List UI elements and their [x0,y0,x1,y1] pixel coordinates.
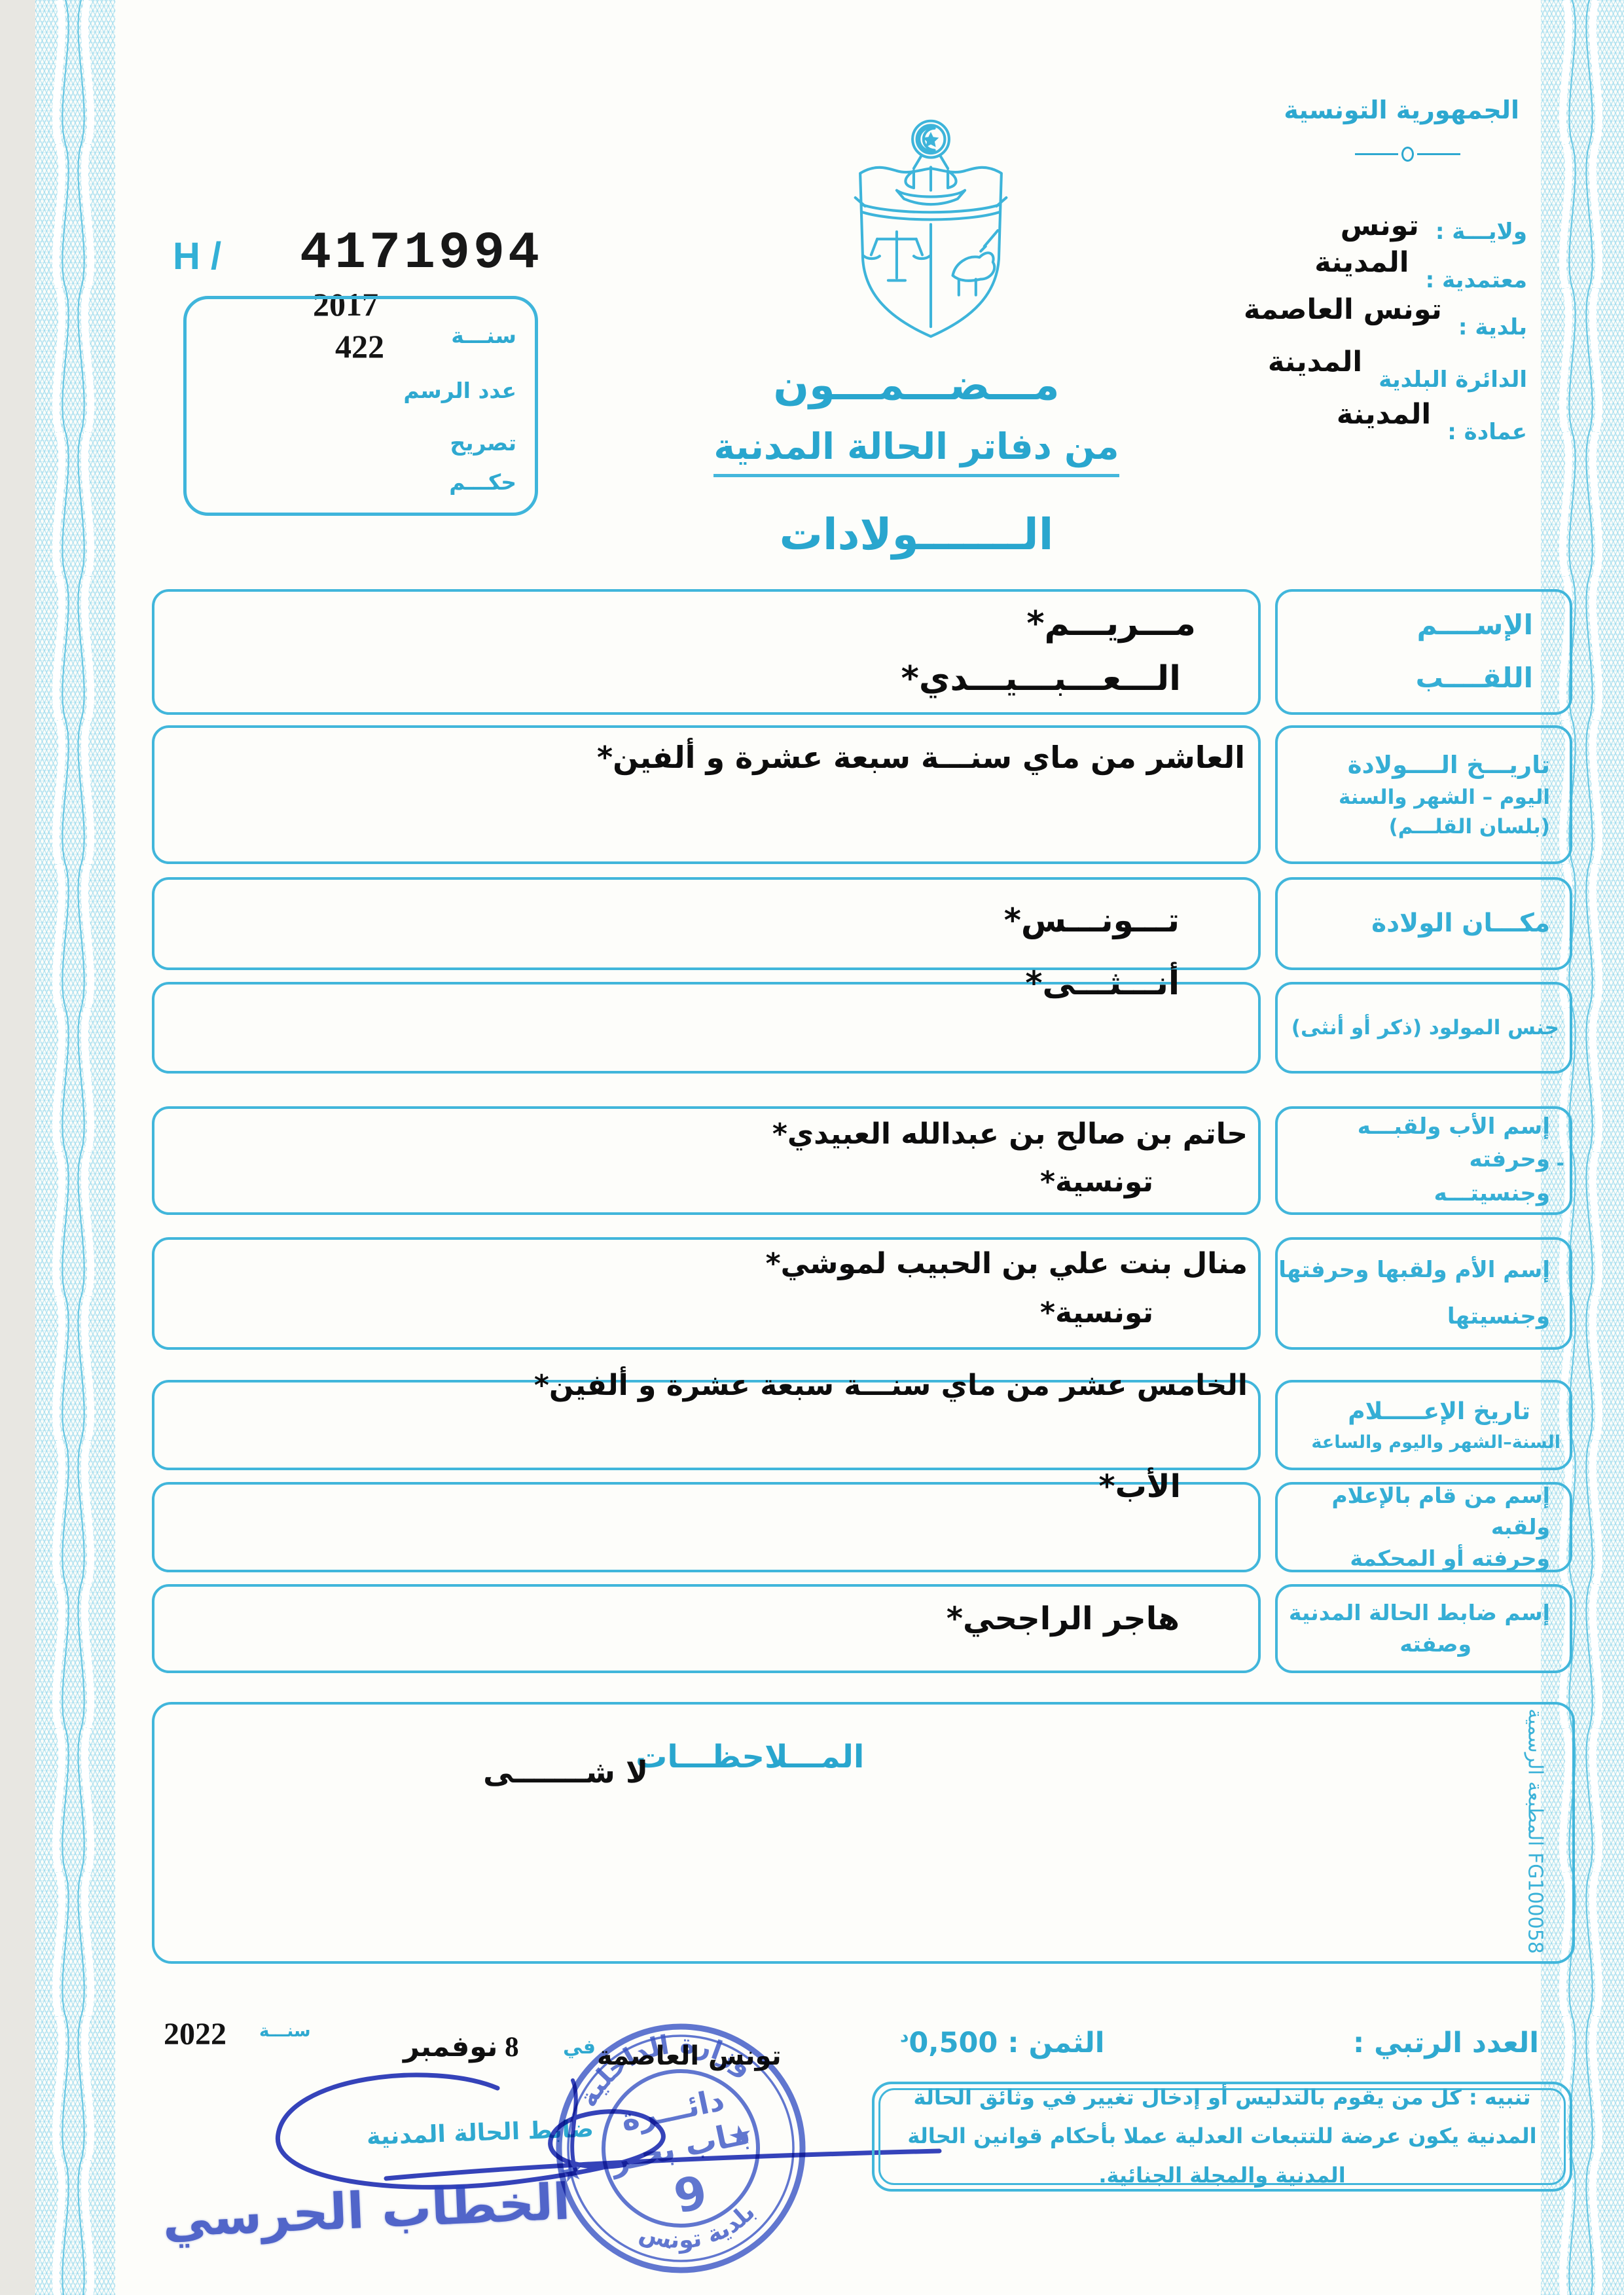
admin-line-delegation: معتمدية : المدينة [1314,246,1527,295]
remarks-title: المـــلاحظـــات [636,1739,865,1775]
remarks-box: المـــلاحظـــات لا شـــــــى [152,1702,1575,1964]
notification-date-label-box: تاريخ الإعـــــلام السنة–الشهر واليوم وا… [1275,1380,1572,1470]
ordinal-number-label: العدد الرتبي : [1352,2027,1539,2059]
father-name-value: حاتم بن صالح بن عبدالله العبيدي* [772,1117,1248,1151]
births-title: الـــــــولادات [779,509,1054,560]
birthdate-value-box: العاشر من ماي سنـــة سبعة عشرة و ألفين* [152,725,1261,864]
officer-name-value: هاجر الراجحي* [946,1600,1180,1637]
field-row-officer: هاجر الراجحي* إسم ضابط الحالة المدنية وص… [152,1584,1572,1673]
reference-prefix: H / [173,235,222,278]
field-row-birthdate: العاشر من ماي سنـــة سبعة عشرة و ألفين* … [152,725,1572,864]
admin-line-municipality: بلدية : تونس العاصمة [1244,293,1527,342]
informant-label-box: إسم من قام بالإعلام ولقبه وحرفته أو المح… [1275,1482,1572,1572]
district-label: الدائرة البلدية [1379,367,1527,393]
father-nationality-value: تونسية* [1039,1165,1153,1199]
admin-line-district: الدائرة البلدية المدينة [1268,346,1527,394]
first-name-value: مـــريـــم* [1026,604,1196,644]
field-row-mother: منال بنت علي بن الحبيب لموشي* تونسية* إس… [152,1237,1572,1350]
ornament-divider-icon [1355,147,1460,162]
informant-value-box: الأب* [152,1468,1261,1572]
reference-box: سنـــة عدد الرسم تصريح حكـــم [183,296,538,516]
birthdate-value: العاشر من ماي سنـــة سبعة عشرة و ألفين* [597,740,1245,775]
surname-value: الـــعـــبـــيـــدي* [901,659,1181,699]
birthdate-label-box: تاريـــخ الــــولادة اليوم – الشهر والسن… [1275,725,1572,864]
tunisia-coat-of-arms-icon [854,119,1008,338]
ref-box-declaration-label: تصريح [450,430,516,456]
admin-line-imada: عمادة : المدينة [1337,398,1527,446]
stamp-star-left-icon: ★ [556,2153,586,2190]
guilloche-border-left [35,0,115,2295]
scan-edge [0,0,35,2295]
ref-box-record-label: عدد الرسم [403,378,516,403]
mother-label-box: إسم الأم ولقبها وحرفتها وجنسيتها [1275,1237,1572,1350]
ref-box-year-label: سنـــة [451,323,516,348]
fraud-notice-box: تنبيه : كل من يقوم بالتدليس أو إدخال تغي… [872,2082,1572,2192]
printing-serial-vertical: FG100058 المطبعة الرسمية [1523,1708,1547,1954]
fraud-notice-text: تنبيه : كل من يقوم بالتدليس أو إدخال تغي… [907,2085,1537,2188]
subtitle-registers: من دفاتر الحالة المدنية [655,425,1178,477]
mother-nationality-value: تونسية* [1039,1296,1153,1330]
imada-value: المدينة [1336,398,1432,431]
imada-label: عمادة : [1447,419,1527,445]
republic-title: الجمهورية التونسية [1284,96,1519,124]
father-label-box: - إسم الأب ولقبـــه وحرفته وجنسيتـــه [1275,1106,1572,1215]
informant-value: الأب* [1098,1468,1181,1505]
sex-value: أنـــثـــى* [1025,964,1180,1002]
issue-day: 8 نوفمبر [403,2032,519,2063]
municipality-label: بلدية : [1458,314,1527,340]
side-dash-mark: - [1556,1152,1564,1176]
municipal-round-stamp-icon: وزارة الداخلية بلدية تونس ★ ★ دائـــرة ب… [556,2012,806,2273]
guilloche-border-right [1541,0,1624,2295]
field-row-notification-date: الخامس عشر من ماي سنـــة سبعة عشرة و ألف… [152,1369,1572,1470]
mother-value-box: منال بنت علي بن الحبيب لموشي* تونسية* [152,1237,1261,1350]
field-row-informant: الأب* إسم من قام بالإعلام ولقبه وحرفته أ… [152,1468,1572,1572]
field-row-name: مـــريـــم* الـــعـــبـــيـــدي* الإســـ… [152,589,1572,715]
field-row-birthplace: تـــونـــس* مكـــان الولادة [152,877,1572,970]
year-word: سنـــة [259,2021,311,2041]
father-value-box: حاتم بن صالح بن عبدالله العبيدي* تونسية* [152,1106,1261,1215]
main-title: مـــضـــمـــون [773,361,1060,410]
district-value: المدينة [1267,346,1363,378]
notification-date-value: الخامس عشر من ماي سنـــة سبعة عشرة و ألف… [533,1369,1248,1402]
guilloche-wave-left-icon [35,0,115,2295]
reference-year: 2017 [313,286,378,323]
officer-value-box: هاجر الراجحي* [152,1584,1261,1673]
sex-value-box: أنـــثـــى* [152,964,1261,1074]
issue-year: 2022 [164,2017,226,2051]
reference-number: 4171994 [300,224,543,283]
dinar-unit: د [900,2027,909,2047]
wilaya-value: تونس [1340,209,1419,242]
field-row-father: حاتم بن صالح بن عبدالله العبيدي* تونسية*… [152,1106,1572,1215]
mother-name-value: منال بنت علي بن الحبيب لموشي* [765,1247,1248,1280]
price-label: الثمن : 0,500د [900,2027,1105,2059]
admin-line-wilaya: ولايـــة : تونس [1341,209,1527,246]
name-value-box: مـــريـــم* الـــعـــبـــيـــدي* [152,589,1261,715]
date-in-word: في [563,2036,596,2059]
municipality-value: تونس العاصمة [1244,293,1442,326]
guilloche-wave-right-icon [1541,0,1624,2295]
sex-label-box: جنس المولود (ذكر أو أنثى) [1275,982,1572,1074]
ref-box-judgment-label: حكـــم [449,469,516,495]
reference-record-number: 422 [335,328,384,365]
officer-label-box: إسم ضابط الحالة المدنية وصفته [1275,1584,1572,1673]
name-label-box: الإســــم اللقــــب [1275,589,1572,715]
birthplace-value: تـــونـــس* [1003,901,1180,939]
birthplace-label-box: مكـــان الولادة [1275,877,1572,970]
svg-text:9: 9 [670,2165,712,2224]
birthplace-value-box: تـــونـــس* [152,877,1261,970]
delegation-value: المدينة [1314,246,1409,279]
delegation-label: معتمدية : [1425,267,1527,293]
field-row-sex: أنـــثـــى* جنس المولود (ذكر أو أنثى) [152,964,1572,1074]
notification-date-value-box: الخامس عشر من ماي سنـــة سبعة عشرة و ألف… [152,1369,1261,1470]
fraud-notice-inner-border: تنبيه : كل من يقوم بالتدليس أو إدخال تغي… [878,2085,1566,2188]
wilaya-label: ولايـــة : [1435,219,1527,245]
remarks-value: لا شـــــــى [483,1754,649,1790]
